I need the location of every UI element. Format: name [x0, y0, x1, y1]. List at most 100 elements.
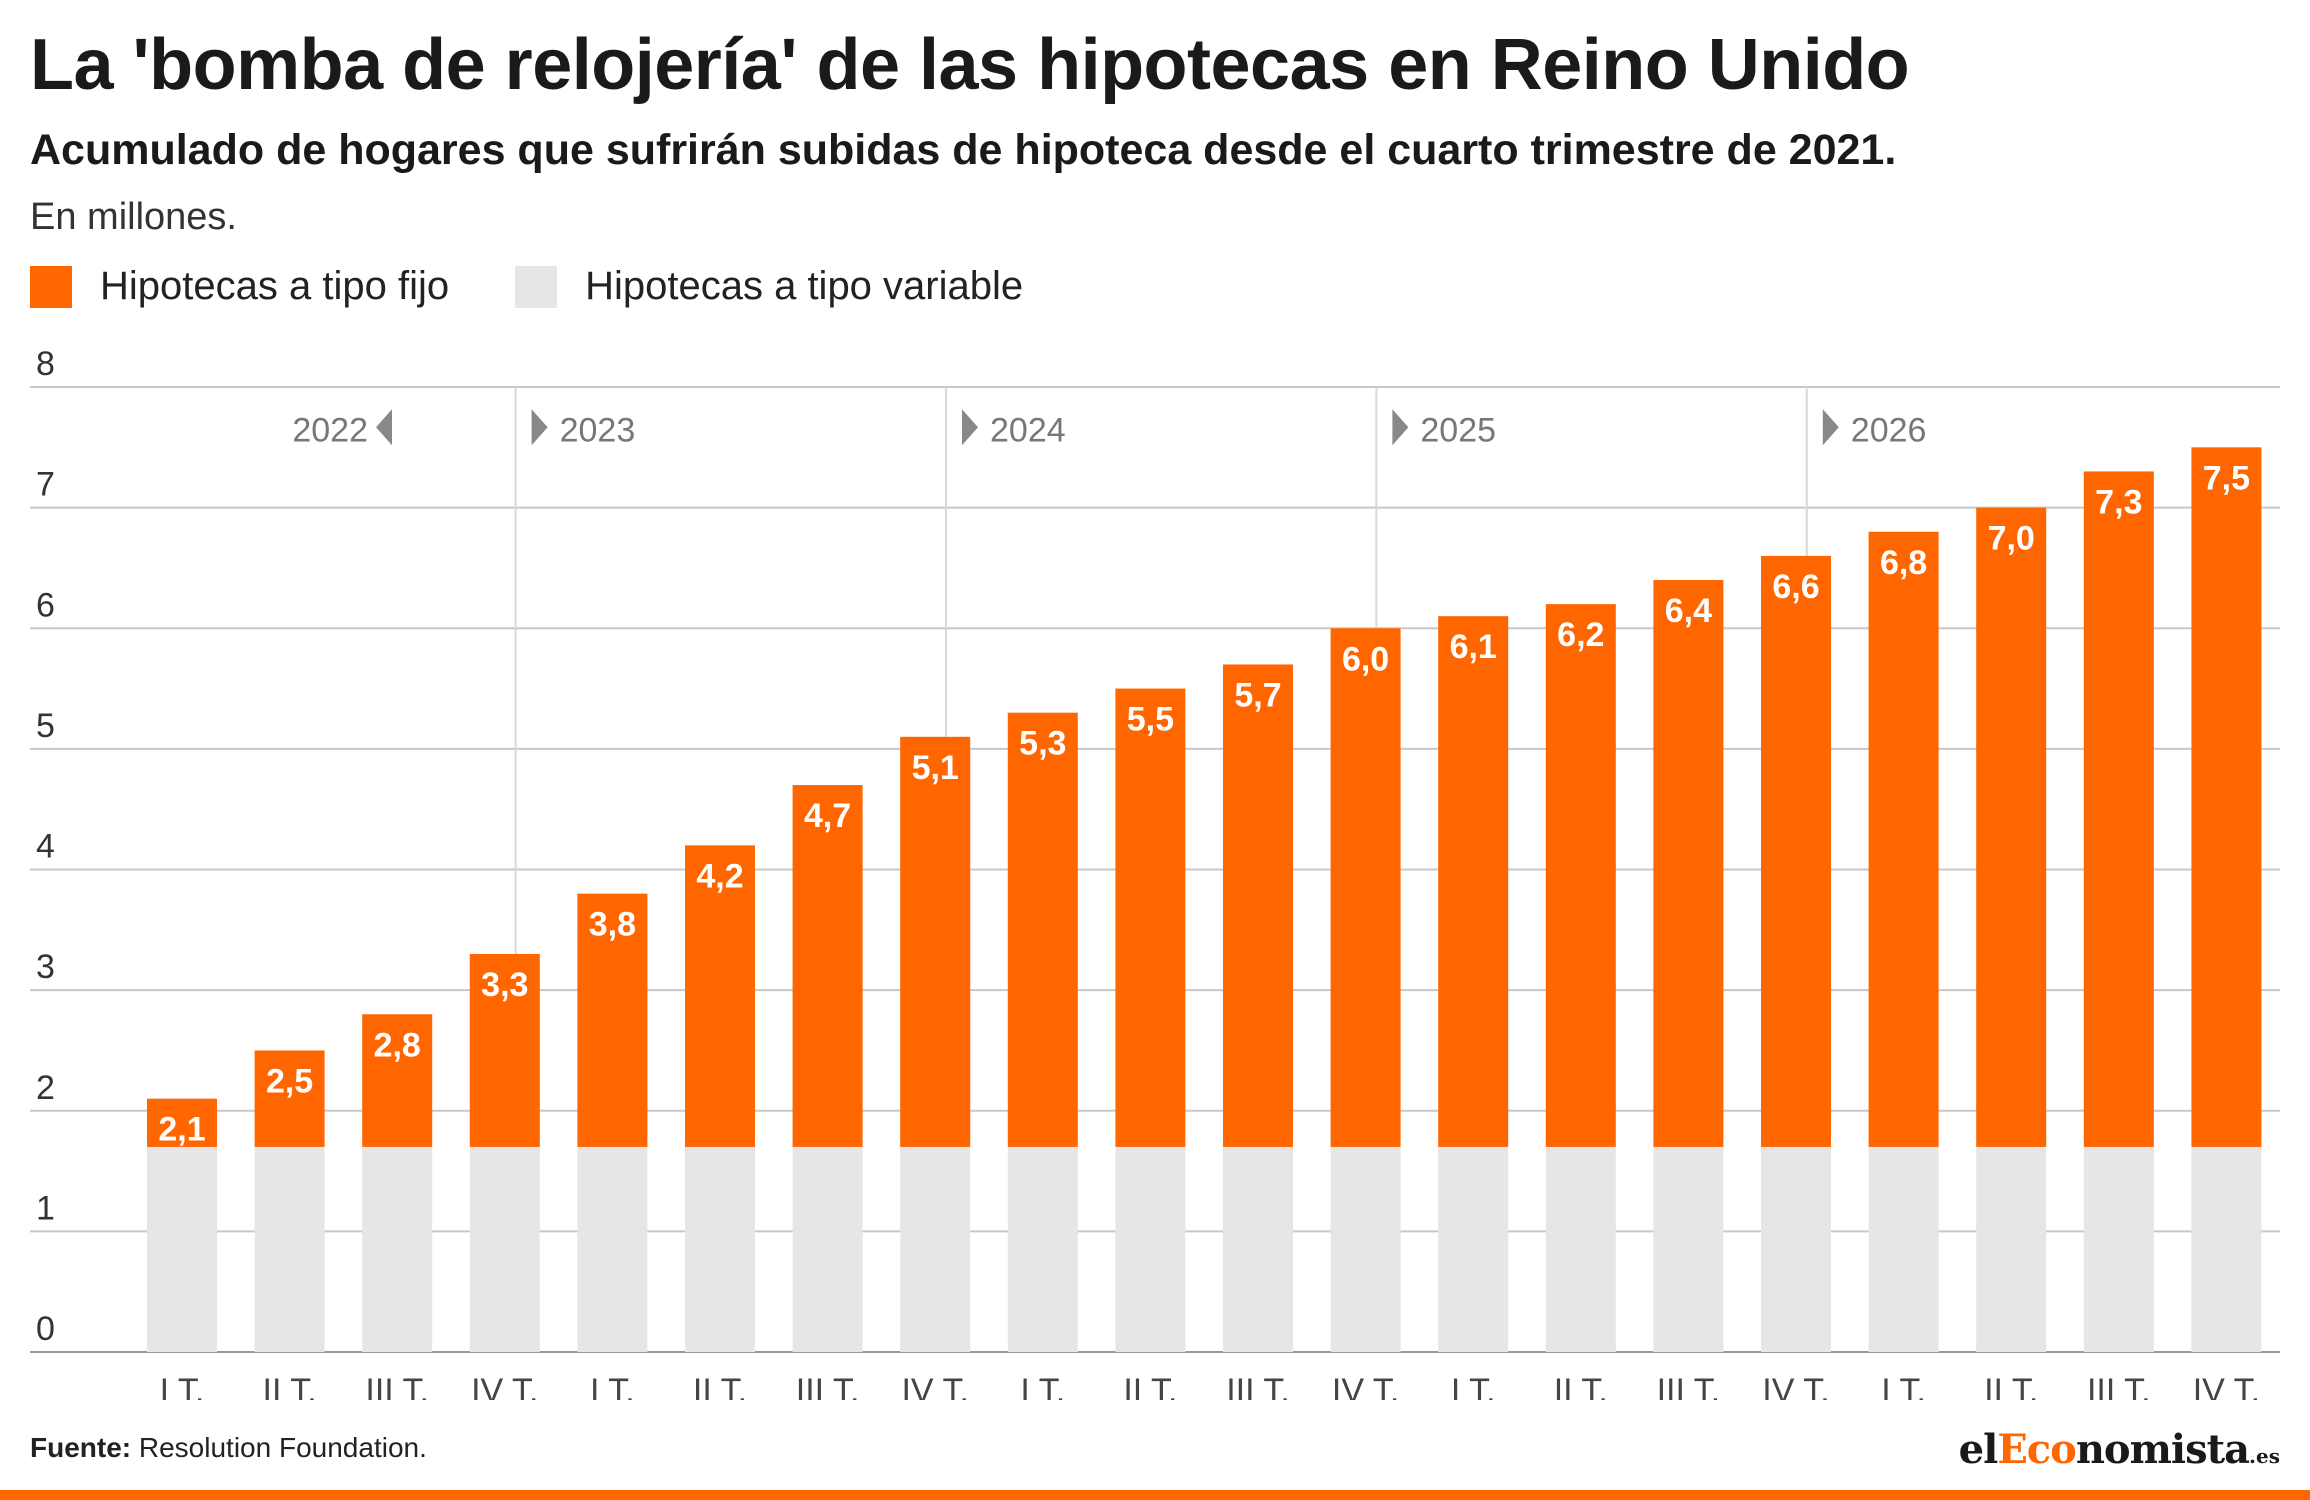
bar-variable-10 [1223, 1146, 1293, 1352]
legend-item-fixed[interactable]: Hipotecas a tipo fijo [30, 264, 449, 309]
bar-variable-5 [685, 1146, 755, 1352]
year-label-2022: 2022 [292, 411, 368, 449]
source-note: Fuente: Resolution Foundation. [30, 1432, 427, 1464]
x-tick-label-1: II T. [263, 1372, 317, 1400]
x-tick-label-0: I T. [160, 1372, 205, 1400]
bar-fixed-8 [1007, 712, 1078, 1147]
bar-fixed-1 [254, 1050, 325, 1147]
y-tick-label-0: 0 [36, 1310, 55, 1348]
bar-variable-17 [1976, 1146, 2047, 1352]
bar-value-label-10: 5,7 [1234, 676, 1281, 714]
bar-variable-4 [577, 1146, 648, 1352]
bar-variable-14 [1653, 1146, 1724, 1352]
y-tick-label-3: 3 [36, 948, 55, 986]
bar-variable-0 [147, 1146, 217, 1352]
bar-fixed-17 [1976, 507, 2047, 1147]
bar-value-label-13: 6,2 [1557, 616, 1604, 654]
bar-fixed-12 [1438, 616, 1509, 1147]
logo-part-2: Eco [1997, 1426, 2077, 1473]
bar-value-label-8: 5,3 [1019, 725, 1066, 763]
bar-value-label-6: 4,7 [804, 797, 851, 835]
bar-variable-18 [2083, 1146, 2154, 1352]
bar-value-label-16: 6,8 [1880, 544, 1927, 582]
bar-fixed-11 [1330, 628, 1401, 1147]
bar-value-label-14: 6,4 [1665, 592, 1712, 630]
bar-value-label-19: 7,5 [2203, 459, 2250, 497]
logo-part-1: el [1958, 1426, 1999, 1473]
bar-fixed-3 [469, 953, 540, 1147]
year-marker-2022 [376, 409, 392, 446]
bar-value-label-17: 7,0 [1988, 520, 2035, 558]
source-text: Resolution Foundation. [138, 1432, 427, 1463]
bar-fixed-5 [685, 845, 755, 1147]
legend: Hipotecas a tipo fijo Hipotecas a tipo v… [30, 264, 1089, 309]
bar-value-label-11: 6,0 [1342, 640, 1389, 678]
x-tick-label-15: IV T. [1762, 1372, 1829, 1400]
bottom-accent-bar [0, 1490, 2310, 1500]
bar-fixed-14 [1653, 580, 1724, 1147]
x-tick-label-11: IV T. [1332, 1372, 1399, 1400]
x-tick-label-16: I T. [1881, 1372, 1926, 1400]
year-marker-2024 [962, 409, 978, 446]
bar-variable-11 [1330, 1146, 1401, 1352]
bar-value-label-12: 6,1 [1450, 628, 1497, 666]
bar-value-label-4: 3,8 [589, 906, 636, 944]
x-tick-label-8: I T. [1020, 1372, 1065, 1400]
bar-variable-2 [362, 1146, 433, 1352]
bar-variable-13 [1545, 1146, 1616, 1352]
source-label: Fuente: [30, 1432, 132, 1463]
x-tick-label-6: III T. [796, 1372, 860, 1400]
year-label-2023: 2023 [560, 411, 636, 449]
bar-value-label-9: 5,5 [1127, 701, 1174, 739]
bar-fixed-13 [1545, 604, 1616, 1147]
unit-note: En millones. [30, 196, 237, 238]
bar-fixed-0 [147, 1098, 217, 1147]
y-tick-label-5: 5 [36, 707, 55, 745]
x-tick-label-2: III T. [365, 1372, 429, 1400]
bar-fixed-19 [2191, 447, 2262, 1147]
bar-variable-1 [254, 1146, 325, 1352]
bar-variable-8 [1007, 1146, 1078, 1352]
logo-part-3: nomista [2075, 1426, 2250, 1473]
bar-fixed-10 [1223, 664, 1293, 1147]
x-tick-label-7: IV T. [901, 1372, 968, 1400]
bar-fixed-15 [1761, 555, 1831, 1147]
bar-fixed-4 [577, 893, 648, 1147]
bar-variable-15 [1761, 1146, 1831, 1352]
year-label-2026: 2026 [1851, 411, 1927, 449]
bar-value-label-5: 4,2 [696, 857, 743, 895]
logo-tld: .es [2249, 1444, 2280, 1468]
bar-variable-19 [2191, 1146, 2262, 1352]
x-tick-label-5: II T. [693, 1372, 747, 1400]
y-tick-label-7: 7 [36, 466, 55, 504]
chart-subtitle: Acumulado de hogares que sufrirán subida… [30, 126, 1897, 174]
bar-variable-3 [469, 1146, 540, 1352]
page-title: La 'bomba de relojería' de las hipotecas… [30, 25, 1910, 105]
bar-fixed-18 [2083, 471, 2154, 1147]
stacked-bar-chart: 0 1 2 3 4 5 6 7 8 2022 2023 2024 2025 2026 2,1 I T. 2,5 I… [30, 345, 2280, 1400]
y-tick-label-2: 2 [36, 1069, 55, 1107]
bar-fixed-9 [1115, 688, 1186, 1147]
year-marker-2026 [1822, 409, 1839, 446]
year-label-2025: 2025 [1420, 411, 1496, 449]
x-tick-label-18: III T. [2087, 1372, 2151, 1400]
bar-variable-7 [900, 1146, 971, 1352]
bar-fixed-7 [900, 736, 971, 1147]
bar-variable-6 [792, 1146, 863, 1352]
legend-item-variable[interactable]: Hipotecas a tipo variable [515, 264, 1023, 309]
bar-value-label-0: 2,1 [158, 1111, 205, 1149]
x-tick-label-12: I T. [1451, 1372, 1496, 1400]
bar-value-label-2: 2,8 [374, 1026, 421, 1064]
legend-label-variable: Hipotecas a tipo variable [585, 264, 1024, 308]
bar-variable-16 [1868, 1146, 1939, 1352]
year-marker-2023 [531, 409, 548, 446]
legend-swatch-fixed [30, 265, 72, 308]
year-marker-2025 [1392, 409, 1409, 446]
y-tick-label-8: 8 [36, 345, 55, 383]
x-tick-label-19: IV T. [2193, 1372, 2260, 1400]
x-tick-label-17: II T. [1984, 1372, 2038, 1400]
x-tick-label-9: II T. [1123, 1372, 1177, 1400]
x-tick-label-13: II T. [1554, 1372, 1608, 1400]
bar-fixed-6 [792, 785, 863, 1147]
bar-value-label-7: 5,1 [912, 749, 959, 787]
